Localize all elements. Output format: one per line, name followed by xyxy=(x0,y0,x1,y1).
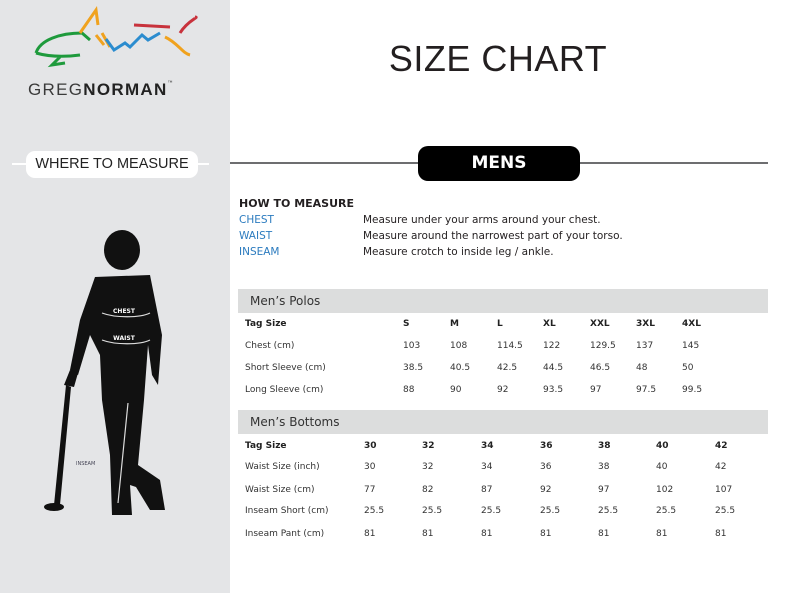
polos-cell: 97.5 xyxy=(636,385,657,395)
bottoms-cell: 81 xyxy=(540,529,552,539)
measure-key: CHEST xyxy=(239,214,274,226)
polos-size-header: 4XL xyxy=(682,319,701,329)
bottoms-size-header: 42 xyxy=(715,441,728,451)
measure-key: WAIST xyxy=(239,230,273,242)
bottoms-row-label: Inseam Short (cm) xyxy=(245,506,329,516)
figure-waist-label: WAIST xyxy=(113,335,136,342)
polos-cell: 46.5 xyxy=(590,363,611,373)
bottoms-cell: 34 xyxy=(481,462,493,472)
bottoms-size-header: 40 xyxy=(656,441,669,451)
bottoms-cell: 25.5 xyxy=(422,506,443,516)
polos-cell: 137 xyxy=(636,341,654,351)
bottoms-size-header: 38 xyxy=(598,441,611,451)
trademark: ™ xyxy=(167,80,174,86)
measure-key: INSEAM xyxy=(239,246,280,258)
bottoms-row-label: Inseam Pant (cm) xyxy=(245,529,325,539)
polos-row-label: Chest (cm) xyxy=(245,341,295,351)
bottoms-cell: 25.5 xyxy=(656,506,677,516)
brand-wordmark: GREGNORMAN™ xyxy=(28,80,174,100)
bottoms-cell: 81 xyxy=(481,529,493,539)
bottoms-cell: 32 xyxy=(422,462,434,472)
bottoms-cell: 25.5 xyxy=(481,506,502,516)
section-badge-mens: MENS xyxy=(418,146,580,181)
polos-size-header: 3XL xyxy=(636,319,655,329)
bottoms-header-label: Tag Size xyxy=(245,441,287,451)
bottoms-cell: 87 xyxy=(481,485,493,495)
golfer-silhouette: CHEST WAIST INSEAM xyxy=(44,230,165,515)
bottoms-table-title: Men’s Bottoms xyxy=(238,410,768,434)
polos-row-label: Short Sleeve (cm) xyxy=(245,363,326,373)
bottoms-cell: 30 xyxy=(364,462,376,472)
bottoms-cell: 25.5 xyxy=(715,506,736,516)
measure-text: Measure crotch to inside leg / ankle. xyxy=(363,246,554,258)
where-to-measure-label: WHERE TO MEASURE xyxy=(26,151,198,178)
polos-cell: 97 xyxy=(590,385,602,395)
polos-cell: 38.5 xyxy=(403,363,424,373)
measure-text: Measure around the narrowest part of you… xyxy=(363,230,623,242)
bottoms-cell: 42 xyxy=(715,462,727,472)
polos-cell: 42.5 xyxy=(497,363,518,373)
polos-row-label: Long Sleeve (cm) xyxy=(245,385,324,395)
sidebar: GREGNORMAN™ WHERE TO MEASURE CHEST WAIST… xyxy=(0,0,230,593)
page-title: SIZE CHART xyxy=(388,38,608,79)
bottoms-cell: 97 xyxy=(598,485,610,495)
bottoms-cell: 25.5 xyxy=(364,506,385,516)
bottoms-cell: 107 xyxy=(715,485,733,495)
bottoms-row-label: Waist Size (inch) xyxy=(245,462,320,472)
polos-cell: 145 xyxy=(682,341,700,351)
bottoms-cell: 82 xyxy=(422,485,434,495)
bottoms-cell: 77 xyxy=(364,485,376,495)
bottoms-size-header: 32 xyxy=(422,441,435,451)
bottoms-cell: 92 xyxy=(540,485,552,495)
bottoms-cell: 40 xyxy=(656,462,668,472)
bottoms-row-label: Waist Size (cm) xyxy=(245,485,315,495)
polos-size-header: XXL xyxy=(590,319,610,329)
brand-name-bold: NORMAN xyxy=(83,80,168,99)
bottoms-cell: 81 xyxy=(364,529,376,539)
bottoms-cell: 38 xyxy=(598,462,610,472)
figure-inseam-label: INSEAM xyxy=(76,461,95,467)
figure-chest-label: CHEST xyxy=(113,308,136,315)
polos-header-label: Tag Size xyxy=(245,319,287,329)
polos-size-header: L xyxy=(497,319,503,329)
polos-cell: 99.5 xyxy=(682,385,703,395)
polos-table-title: Men’s Polos xyxy=(238,289,768,313)
polos-cell: 48 xyxy=(636,363,648,373)
polos-cell: 129.5 xyxy=(590,341,616,351)
polos-size-header: XL xyxy=(543,319,556,329)
shark-logo xyxy=(34,5,198,68)
bottoms-cell: 81 xyxy=(598,529,610,539)
how-to-measure-heading: HOW TO MEASURE xyxy=(239,197,355,210)
bottoms-cell: 25.5 xyxy=(540,506,561,516)
polos-cell: 93.5 xyxy=(543,385,564,395)
brand-name-light: GREG xyxy=(28,80,84,99)
polos-cell: 40.5 xyxy=(450,363,471,373)
polos-size-header: M xyxy=(450,319,459,329)
bottoms-cell: 102 xyxy=(656,485,674,495)
polos-cell: 90 xyxy=(450,385,462,395)
bottoms-cell: 81 xyxy=(656,529,668,539)
bottoms-cell: 36 xyxy=(540,462,552,472)
bottoms-cell: 81 xyxy=(422,529,434,539)
polos-cell: 122 xyxy=(543,341,561,351)
bottoms-cell: 81 xyxy=(715,529,727,539)
bottoms-size-header: 34 xyxy=(481,441,494,451)
polos-cell: 92 xyxy=(497,385,509,395)
bottoms-size-header: 30 xyxy=(364,441,377,451)
bottoms-cell: 25.5 xyxy=(598,506,619,516)
polos-size-header: S xyxy=(403,319,410,329)
polos-cell: 50 xyxy=(682,363,694,373)
polos-cell: 108 xyxy=(450,341,468,351)
polos-cell: 114.5 xyxy=(497,341,523,351)
polos-cell: 88 xyxy=(403,385,415,395)
polos-cell: 103 xyxy=(403,341,421,351)
measure-text: Measure under your arms around your ches… xyxy=(363,214,601,226)
polos-cell: 44.5 xyxy=(543,363,564,373)
bottoms-size-header: 36 xyxy=(540,441,553,451)
